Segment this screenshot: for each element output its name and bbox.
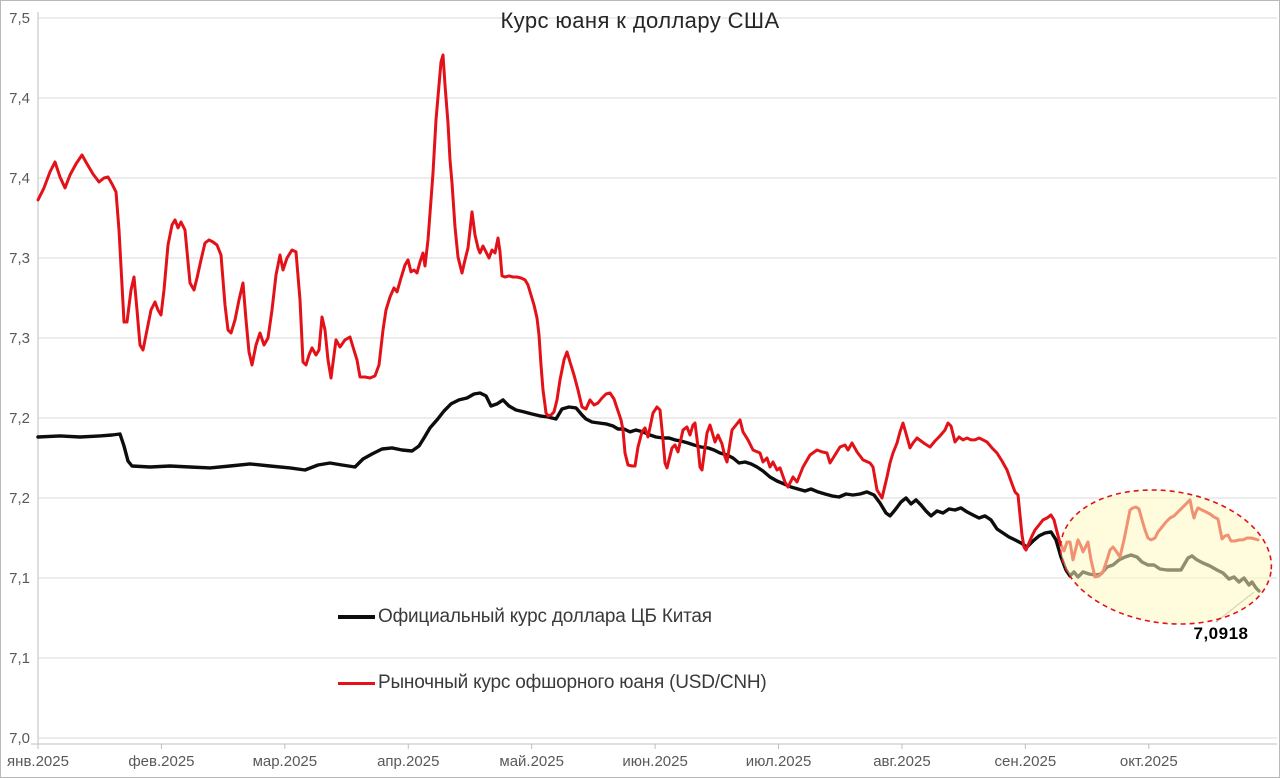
highlight-ellipse [1059, 489, 1273, 625]
y-axis-tick-label: 7,0 [9, 730, 30, 747]
legend-swatch-red-line-icon [338, 681, 375, 685]
legend-item-official: Официальный курс доллара ЦБ Китая [338, 604, 767, 630]
x-axis-tick-label: сен.2025 [995, 753, 1057, 770]
y-axis-tick-label: 7,4 [9, 170, 30, 187]
series-offshore-line [36, 53, 1260, 579]
last-value-annotation: 7,0918 [1193, 624, 1249, 643]
y-axis-tick-label: 7,2 [9, 490, 30, 507]
y-axis-tick-label: 7,1 [9, 650, 30, 667]
legend-swatch-black-line-icon [338, 615, 375, 619]
x-axis-tick-label: окт.2025 [1120, 753, 1178, 770]
x-axis-tick-label: янв.2025 [7, 753, 69, 770]
legend-item-market: Рыночный курс офшорного юаня (USD/CNH) [338, 670, 767, 696]
x-axis-tick-label: май.2025 [499, 753, 564, 770]
x-axis-tick-label: апр.2025 [377, 753, 439, 770]
y-axis-tick-label: 7,3 [9, 250, 30, 267]
legend-label-official: Официальный курс доллара ЦБ Китая [378, 606, 712, 627]
y-axis-tick-label: 7,4 [9, 90, 30, 107]
legend-label-market: Рыночный курс офшорного юаня (USD/CNH) [378, 672, 767, 693]
y-axis-tick-label: 7,3 [9, 330, 30, 347]
x-axis-tick-label: фев.2025 [128, 753, 194, 770]
y-axis-tick-label: 7,1 [9, 570, 30, 587]
x-axis-tick-label: авг.2025 [873, 753, 931, 770]
x-axis-tick-label: июн.2025 [622, 753, 687, 770]
chart-title: Курс юаня к доллару США [500, 8, 780, 33]
y-axis-tick-label: 7,5 [9, 10, 30, 27]
legend: Официальный курс доллара ЦБ Китая Рыночн… [338, 604, 767, 736]
y-axis-tick-label: 7,2 [9, 410, 30, 427]
x-axis-tick-label: мар.2025 [253, 753, 318, 770]
x-axis-tick-label: июл.2025 [746, 753, 812, 770]
